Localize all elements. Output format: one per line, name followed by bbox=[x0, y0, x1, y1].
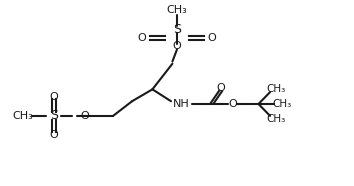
Text: O: O bbox=[80, 111, 88, 121]
Text: O: O bbox=[137, 33, 146, 43]
Text: CH₃: CH₃ bbox=[267, 114, 286, 124]
Text: S: S bbox=[173, 23, 181, 36]
Text: NH: NH bbox=[173, 99, 190, 109]
Text: O: O bbox=[208, 33, 217, 43]
Text: CH₃: CH₃ bbox=[167, 5, 187, 15]
Text: O: O bbox=[228, 99, 237, 109]
Text: O: O bbox=[216, 83, 225, 93]
Text: O: O bbox=[173, 41, 181, 51]
Text: CH₃: CH₃ bbox=[267, 84, 286, 94]
Text: O: O bbox=[50, 92, 58, 102]
Text: O: O bbox=[50, 130, 58, 140]
Text: S: S bbox=[50, 109, 58, 122]
Text: CH₃: CH₃ bbox=[272, 99, 291, 109]
Text: CH₃: CH₃ bbox=[13, 111, 34, 121]
